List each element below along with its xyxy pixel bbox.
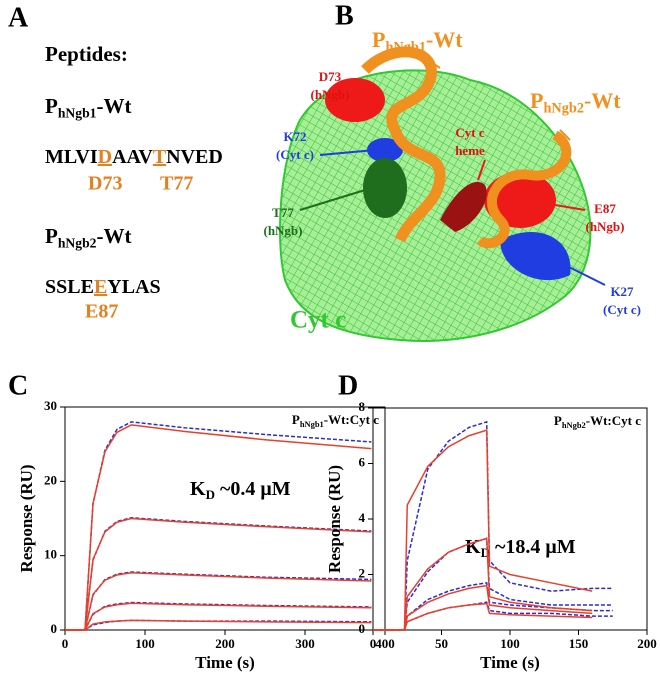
- kd-annotation-rest: ~0.4 μM: [215, 478, 291, 500]
- x-tick-label: 50: [435, 636, 448, 651]
- helix-label-rest: -Wt: [584, 88, 621, 113]
- y-tick-label: 8: [359, 399, 366, 414]
- chart-annotation-rest: -Wt:Cyt c: [324, 412, 379, 427]
- helix-label: PhNgb1-Wt: [372, 27, 463, 56]
- y-tick-label: 30: [44, 398, 57, 413]
- x-tick-label: 400: [375, 636, 395, 651]
- panel-letter: A: [8, 2, 29, 33]
- chart-annotation-sub: hNgb1: [300, 419, 324, 429]
- heading: Peptides:: [45, 42, 128, 66]
- sensorgram: [373, 602, 593, 631]
- residue-label: E87: [85, 301, 118, 323]
- sensorgram: [373, 537, 593, 631]
- sequence: SSLEEYLAS: [45, 276, 161, 298]
- panel-letter: C: [8, 370, 28, 401]
- x-tick-label: 0: [370, 636, 377, 651]
- residue: AAV: [112, 146, 153, 168]
- y-tick-label: 0: [359, 621, 366, 636]
- structure-image: [279, 46, 592, 342]
- residue-label: (hNgb): [263, 223, 302, 238]
- chart-annotation: PhNgb1-Wt:Cyt c: [292, 412, 379, 429]
- residue-label: T77: [160, 173, 193, 195]
- sensorgram: [373, 429, 593, 631]
- peptide-name-rest: -Wt: [97, 94, 132, 118]
- y-axis-label: Response (RU): [325, 465, 344, 573]
- x-tick-label: 0: [62, 636, 69, 651]
- residue-label: (hNgb): [585, 219, 624, 234]
- helix-label-main: P: [372, 27, 385, 52]
- residue: E: [94, 276, 107, 298]
- arrows: [299, 54, 606, 286]
- chart-annotation-main: P: [554, 413, 562, 428]
- peptide-name-main: P: [45, 94, 58, 118]
- helix-label-sub: hNgb1: [385, 40, 426, 56]
- chart-annotation-main: P: [292, 412, 300, 427]
- kd-annotation-main: K: [465, 536, 481, 558]
- residue: SSLE: [45, 276, 94, 298]
- sensorgram: [65, 517, 372, 631]
- sensorgram: [65, 572, 372, 631]
- y-tick-label: 4: [359, 510, 366, 525]
- sensorgram: [65, 602, 372, 631]
- residue-label: E87: [594, 201, 616, 216]
- chart-annotation-sub: hNgb2: [562, 420, 586, 430]
- residue: YLAS: [107, 276, 160, 298]
- residue-label: heme: [455, 143, 485, 158]
- kd-annotation-sub: D: [481, 545, 490, 560]
- residue-label: Cyt c: [455, 125, 484, 140]
- x-tick-label: 300: [295, 636, 315, 651]
- helix-label-sub: hNgb2: [543, 101, 584, 117]
- residue: NVED: [166, 146, 223, 168]
- peptide-name: PhNgb1-Wt: [45, 94, 132, 121]
- helix-label-main: P: [530, 88, 543, 113]
- residue-label: (Cyt c): [603, 302, 641, 317]
- kd-annotation-main: K: [190, 478, 206, 500]
- helix-label: PhNgb2-Wt: [530, 88, 621, 117]
- peptide-name-sub: hNgb2: [58, 235, 97, 250]
- x-axis-label: Time (s): [195, 653, 255, 672]
- residue-label: D73: [88, 173, 122, 195]
- x-tick-label: 150: [569, 636, 589, 651]
- residue-label: (hNgb): [310, 87, 349, 102]
- residue-label: (Cyt c): [276, 147, 314, 162]
- kd-annotation-rest: ~18.4 μM: [490, 536, 576, 558]
- chart-annotation: PhNgb2-Wt:Cyt c: [554, 413, 641, 430]
- residue-label: T77: [272, 205, 294, 220]
- x-tick-label: 100: [500, 636, 520, 651]
- peptide-name-rest: -Wt: [97, 224, 132, 248]
- plot-frame: [372, 407, 648, 631]
- kd-annotation-sub: D: [206, 487, 215, 502]
- residue: T: [153, 146, 167, 168]
- sensorgram: [373, 601, 613, 631]
- y-axis-label: Response (RU): [17, 464, 36, 572]
- helix-label-rest: -Wt: [426, 27, 463, 52]
- x-tick-label: 100: [135, 636, 155, 651]
- residue-label: K72: [283, 129, 306, 144]
- x-tick-label: 200: [637, 636, 657, 651]
- x-axis-label: Time (s): [480, 653, 540, 672]
- residue-label: D73: [319, 69, 342, 84]
- panel-letter: B: [335, 0, 354, 31]
- y-tick-label: 2: [359, 565, 366, 580]
- chart-annotation-rest: -Wt:Cyt c: [586, 413, 641, 428]
- sequence: MLVIDAAVTNVED: [45, 146, 223, 168]
- kd-annotation: KD ~0.4 μM: [190, 478, 291, 502]
- y-tick-label: 20: [44, 472, 57, 487]
- peptide-name: PhNgb2-Wt: [45, 224, 132, 251]
- sensorgram: [65, 424, 372, 631]
- x-tick-label: 200: [215, 636, 235, 651]
- sensorgram: [373, 584, 593, 631]
- panel-letter: D: [338, 370, 358, 401]
- sensorgram: [65, 619, 372, 631]
- y-tick-label: 0: [51, 621, 58, 636]
- residue: D: [98, 146, 112, 168]
- peptide-name-sub: hNgb1: [58, 105, 97, 120]
- protein-label: Cyt c: [290, 307, 346, 334]
- y-tick-label: 10: [44, 547, 57, 562]
- residue: MLVI: [45, 146, 98, 168]
- residue-label: K27: [610, 284, 634, 299]
- peptide-name-main: P: [45, 224, 58, 248]
- y-tick-label: 6: [359, 454, 366, 469]
